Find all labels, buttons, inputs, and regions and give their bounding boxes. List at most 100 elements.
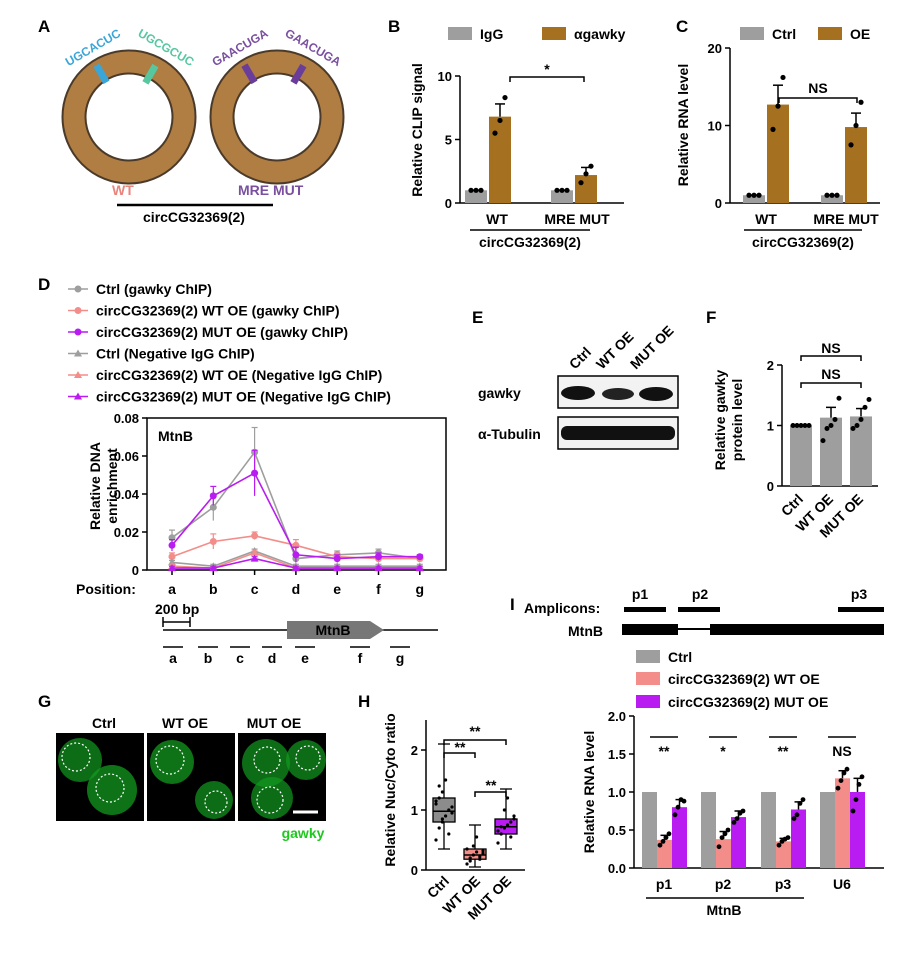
data-point [506, 796, 510, 800]
bar [845, 127, 867, 203]
y-tick-label: 5 [445, 133, 452, 148]
bar [835, 778, 850, 868]
y-axis-label: Relative RNA level [581, 731, 597, 853]
data-point [800, 797, 806, 802]
legend-label: circCG32369(2) WT OE [668, 671, 820, 687]
data-point [209, 564, 218, 572]
data-point [502, 808, 506, 812]
panel-label-h: H [358, 692, 370, 711]
data-point [509, 835, 513, 839]
group-label: circCG32369(2) [752, 234, 854, 250]
x-tick-label: b [209, 581, 218, 597]
bar [850, 416, 872, 486]
data-point [250, 554, 259, 562]
panel-label-c: C [676, 17, 688, 36]
significance-bracket [443, 739, 507, 745]
amplicon-p3-label: p3 [851, 586, 868, 602]
data-point [776, 842, 782, 848]
panel-e-western-blot: Ctrl WT OE MUT OE gawky α-Tubulin [478, 322, 679, 450]
data-point [854, 423, 860, 428]
y-tick-label: 0 [132, 563, 139, 578]
data-point [168, 541, 176, 549]
mtnb-map-label: MtnB [568, 623, 603, 639]
data-point [770, 126, 776, 132]
data-point [478, 857, 482, 861]
data-point [824, 426, 830, 432]
data-point [848, 142, 854, 148]
data-point [444, 778, 448, 782]
x-tick-label: p1 [656, 876, 673, 892]
significance-bracket [800, 355, 862, 361]
y-tick-label: 0.06 [114, 449, 139, 464]
panel-i-amplicon-map: Amplicons: MtnB p1 p2 p3 [524, 586, 884, 639]
data-point [333, 555, 341, 563]
data-point [820, 438, 826, 444]
legend-label: αgawky [574, 26, 626, 42]
data-point [209, 492, 217, 500]
data-point [559, 187, 565, 193]
data-point [468, 859, 472, 863]
gene-name: MtnB [316, 622, 351, 638]
construct-label: circCG32369(2) [143, 209, 245, 225]
significance-label: ** [455, 739, 466, 755]
image-label-ctrl: Ctrl [92, 715, 116, 731]
wt-label: WT [112, 182, 134, 198]
data-point [251, 532, 259, 540]
data-point [716, 844, 722, 850]
legend-swatch [542, 27, 566, 40]
significance-label: NS [821, 340, 840, 356]
legend-marker [74, 285, 82, 293]
y-axis-label: Relative RNA level [675, 64, 691, 186]
data-point [583, 171, 589, 177]
data-point [731, 820, 737, 825]
box [463, 848, 487, 860]
bar [465, 190, 487, 203]
data-point [828, 423, 834, 428]
cells-mut-oe [242, 739, 326, 819]
data-point [471, 853, 475, 857]
significance-label: * [720, 743, 726, 759]
data-point [496, 829, 500, 833]
x-tick-label: MRE MUT [813, 211, 879, 227]
legend-label: circCG32369(2) MUT OE (gawky ChIP) [96, 324, 348, 340]
data-point [509, 820, 513, 824]
panel-label-e: E [472, 308, 483, 327]
cells-ctrl [58, 738, 137, 815]
y-tick-label: 0.0 [608, 861, 626, 876]
x-tick-label: a [168, 581, 176, 597]
plot-title: MtnB [158, 428, 193, 444]
data-point [824, 192, 830, 198]
data-point [850, 426, 856, 432]
data-point [499, 832, 503, 836]
data-point [578, 180, 584, 186]
wt-seed-2 [142, 63, 159, 85]
data-point [588, 163, 594, 169]
legend-marker [74, 371, 82, 378]
y-tick-label: 0 [445, 196, 452, 211]
nuclei-outlines [61, 742, 321, 814]
segment-label: f [358, 650, 363, 666]
data-point [437, 796, 441, 800]
bar [716, 839, 731, 868]
data-point [853, 797, 859, 802]
panel-label-f: F [706, 308, 716, 327]
data-point [660, 839, 666, 844]
data-point [722, 831, 728, 837]
data-point [663, 835, 669, 840]
data-point [858, 99, 864, 105]
data-point [780, 74, 786, 81]
data-point [838, 778, 844, 783]
y-tick-label: 0.04 [114, 487, 140, 502]
data-point [657, 842, 663, 848]
bar [820, 417, 842, 486]
data-point [746, 192, 752, 198]
wt-seed-1 [93, 63, 110, 85]
data-point [791, 816, 797, 821]
data-point [841, 770, 847, 776]
data-point [375, 553, 382, 561]
mut-seed-2 [290, 63, 307, 85]
legend-label: circCG32369(2) MUT OE [668, 694, 828, 710]
y-tick-label: 10 [708, 119, 722, 134]
panel-label-a: A [38, 17, 50, 36]
legend-label: circCG32369(2) MUT OE (Negative IgG ChIP… [96, 389, 391, 405]
